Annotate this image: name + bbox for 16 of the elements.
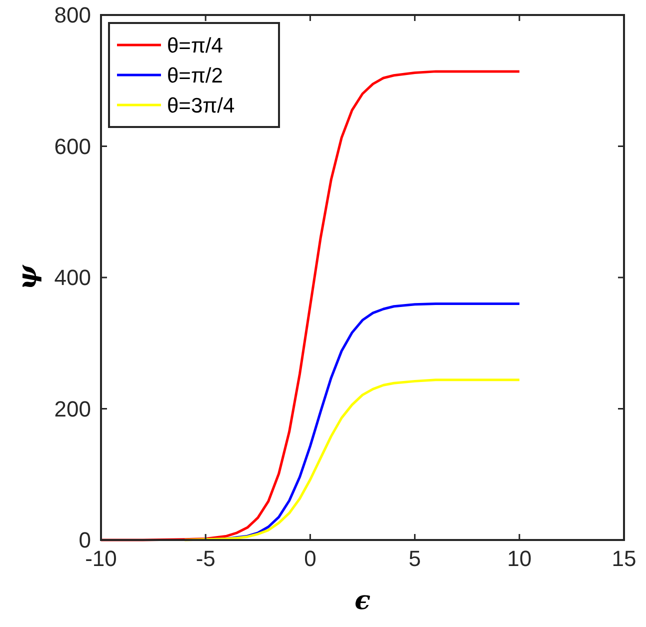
x-tick-label: 15 <box>612 546 636 571</box>
line-series <box>183 378 521 542</box>
x-tick-label: 10 <box>507 546 532 571</box>
y-tick-label: 200 <box>54 396 91 422</box>
legend-label: θ=π/4 <box>167 34 224 58</box>
legend-label: θ=3π/4 <box>167 94 235 118</box>
y-axis-title: ψ <box>13 264 43 290</box>
x-tick-label: 0 <box>304 546 316 571</box>
legend-label: θ=π/2 <box>167 64 223 88</box>
x-axis-title: ϵ <box>354 586 371 616</box>
y-tick-label: 400 <box>54 265 91 290</box>
y-tick-label: 800 <box>54 2 91 28</box>
x-tick-label: -5 <box>196 546 216 571</box>
y-tick-label: 600 <box>54 134 91 159</box>
y-tick-label: 0 <box>78 528 91 553</box>
x-tick-label: 5 <box>408 546 421 571</box>
